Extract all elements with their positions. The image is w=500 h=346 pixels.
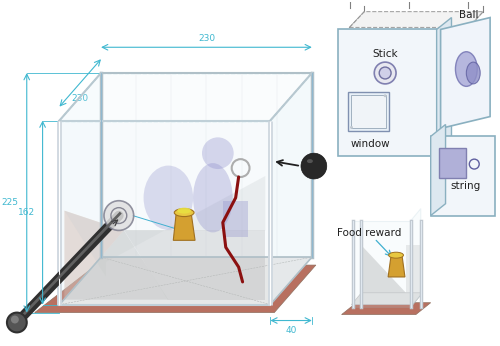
Circle shape [104, 201, 134, 230]
Polygon shape [64, 230, 168, 300]
Polygon shape [350, 12, 483, 27]
Polygon shape [223, 201, 248, 237]
Circle shape [202, 137, 234, 169]
Text: Ball: Ball [458, 10, 478, 19]
Text: 230: 230 [198, 34, 215, 43]
Circle shape [7, 312, 27, 333]
Polygon shape [406, 245, 423, 293]
Polygon shape [362, 245, 406, 293]
Text: 230: 230 [72, 94, 89, 103]
Circle shape [11, 316, 19, 324]
Polygon shape [436, 18, 452, 156]
Polygon shape [60, 257, 312, 305]
Polygon shape [124, 230, 266, 300]
Polygon shape [64, 211, 124, 300]
Ellipse shape [307, 159, 313, 163]
FancyBboxPatch shape [348, 92, 389, 131]
Ellipse shape [174, 209, 194, 217]
Polygon shape [60, 120, 270, 305]
FancyBboxPatch shape [430, 136, 495, 216]
Circle shape [384, 94, 386, 97]
Polygon shape [430, 125, 446, 216]
Polygon shape [34, 265, 316, 312]
Text: 162: 162 [18, 208, 34, 217]
FancyBboxPatch shape [338, 29, 436, 156]
Polygon shape [60, 73, 101, 305]
Circle shape [301, 153, 326, 179]
Polygon shape [342, 303, 430, 315]
Circle shape [374, 62, 396, 84]
Polygon shape [388, 255, 405, 277]
Text: 225: 225 [2, 198, 19, 207]
Polygon shape [440, 18, 490, 128]
Text: 40: 40 [286, 327, 297, 336]
Polygon shape [270, 73, 312, 305]
Ellipse shape [193, 163, 232, 233]
Polygon shape [411, 209, 421, 307]
Ellipse shape [177, 208, 191, 213]
Polygon shape [354, 220, 411, 307]
Text: Stick: Stick [372, 49, 398, 59]
Text: string: string [450, 181, 480, 191]
Circle shape [350, 126, 353, 129]
Polygon shape [64, 176, 266, 277]
Polygon shape [101, 73, 312, 257]
FancyBboxPatch shape [438, 148, 466, 178]
Circle shape [379, 67, 391, 79]
Polygon shape [352, 293, 423, 305]
FancyBboxPatch shape [350, 95, 386, 128]
Ellipse shape [388, 252, 404, 258]
Ellipse shape [456, 52, 477, 86]
Polygon shape [174, 212, 195, 240]
Text: Food reward: Food reward [336, 228, 401, 238]
Ellipse shape [466, 62, 480, 84]
Text: window: window [350, 139, 390, 149]
Ellipse shape [144, 166, 193, 230]
